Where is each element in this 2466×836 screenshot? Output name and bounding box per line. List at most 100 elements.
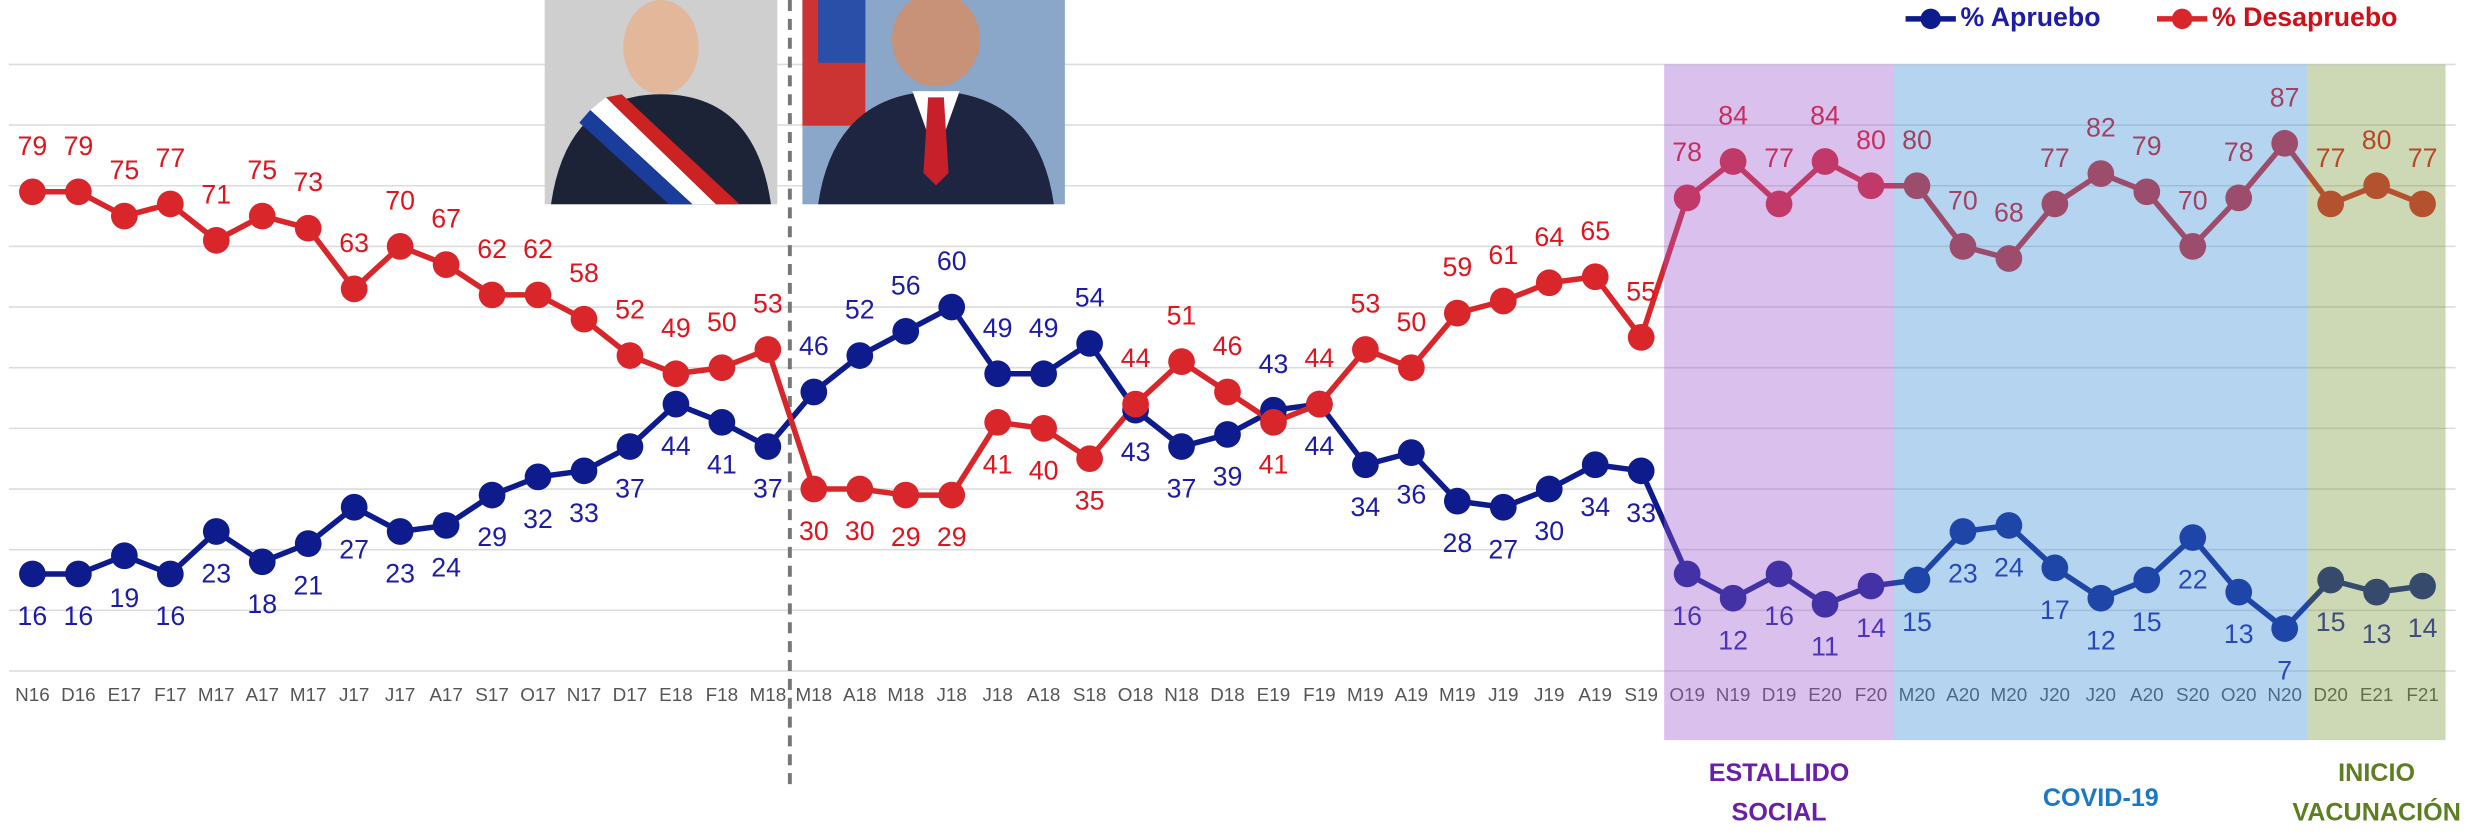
data-point	[478, 481, 506, 509]
data-point	[1306, 390, 1333, 418]
data-label: 70	[385, 185, 415, 215]
data-label: 71	[201, 179, 231, 209]
data-point	[1398, 354, 1425, 382]
data-label: 61	[1488, 240, 1518, 270]
x-tick-label: A18	[1027, 684, 1061, 705]
x-tick-label: D20	[2313, 684, 2348, 705]
data-point	[111, 542, 138, 570]
data-point	[1995, 512, 2023, 539]
data-point	[708, 354, 736, 382]
data-label: 33	[1626, 498, 1656, 528]
data-point	[892, 317, 920, 345]
data-point	[1168, 348, 1195, 376]
x-tick-label: A19	[1578, 684, 1612, 705]
x-tick-label: N17	[567, 684, 602, 705]
data-label: 60	[937, 246, 967, 276]
data-label: 15	[2316, 607, 2346, 637]
data-point	[202, 226, 230, 254]
x-tick-label: D16	[61, 684, 96, 705]
data-label: 62	[477, 234, 507, 264]
data-point	[570, 457, 598, 485]
x-tick-label: J17	[385, 684, 415, 705]
data-label: 12	[2086, 625, 2116, 655]
x-tick-label: E18	[659, 684, 693, 705]
data-label: 55	[1626, 276, 1656, 306]
data-point	[754, 336, 782, 363]
x-tick-label: F19	[1303, 684, 1335, 705]
data-point	[65, 560, 92, 588]
data-point	[524, 463, 552, 491]
data-label: 41	[707, 449, 737, 479]
data-point	[386, 518, 414, 545]
x-tick-label: A19	[1395, 684, 1429, 705]
data-point	[892, 481, 920, 509]
data-point	[202, 518, 230, 545]
data-label: 67	[431, 204, 461, 234]
data-label: 44	[1121, 343, 1151, 373]
data-label: 56	[891, 270, 921, 300]
data-point	[800, 378, 828, 406]
data-point	[662, 390, 690, 418]
x-tick-label: J17	[339, 684, 369, 705]
data-point	[708, 408, 736, 436]
x-tick-label: M18	[750, 684, 787, 705]
x-tick-label: F18	[706, 684, 738, 705]
data-label: 13	[2362, 619, 2392, 649]
data-point	[2041, 190, 2069, 218]
data-label: 50	[707, 307, 737, 337]
data-label: 12	[1718, 625, 1748, 655]
data-label: 79	[64, 131, 94, 161]
data-point	[2087, 584, 2115, 612]
data-label: 21	[293, 571, 323, 601]
data-point	[1673, 560, 1701, 588]
data-point	[111, 202, 138, 230]
data-label: 52	[845, 295, 875, 325]
period-region	[1893, 64, 2308, 741]
data-label: 84	[1810, 101, 1840, 131]
data-point	[846, 342, 874, 369]
data-label: 70	[2178, 185, 2208, 215]
x-tick-label: D18	[1210, 684, 1245, 705]
data-label: 80	[2362, 125, 2392, 155]
data-label: 29	[891, 522, 921, 552]
data-point	[248, 548, 276, 576]
data-point	[2409, 572, 2436, 600]
data-point	[2041, 554, 2069, 582]
data-label: 75	[247, 155, 277, 185]
photos	[544, 0, 1065, 205]
data-label: 64	[1534, 222, 1564, 252]
x-tick-label: M19	[1439, 684, 1476, 705]
data-label: 30	[799, 516, 829, 546]
data-label: 17	[2040, 595, 2070, 625]
data-label: 37	[753, 474, 783, 504]
data-point	[1581, 263, 1609, 291]
data-label: 65	[1580, 216, 1610, 246]
x-tick-label: E17	[108, 684, 142, 705]
data-point	[1030, 415, 1057, 442]
data-label: 27	[1488, 534, 1518, 564]
photo-sash	[606, 94, 740, 205]
data-point	[432, 512, 460, 539]
data-label: 75	[110, 155, 140, 185]
data-point	[1214, 421, 1241, 448]
x-tick-label: A18	[843, 684, 877, 705]
data-label: 44	[661, 431, 691, 461]
data-label: 30	[1534, 516, 1564, 546]
data-point	[1857, 172, 1885, 200]
period-label-box: INICIO VACUNACIÓN	[2292, 760, 2461, 827]
data-point	[2087, 160, 2115, 187]
data-label: 46	[799, 331, 829, 361]
x-tick-label: J18	[937, 684, 967, 705]
data-label: 30	[845, 516, 875, 546]
data-point	[1903, 566, 1931, 594]
period-label: INICIO VACUNACIÓN	[2292, 760, 2461, 827]
x-tick-label: F20	[1855, 684, 1887, 705]
data-point	[1168, 433, 1195, 460]
data-point	[1811, 148, 1839, 175]
data-label: 23	[385, 559, 415, 589]
data-point	[2409, 190, 2436, 218]
data-label: 53	[1351, 289, 1381, 319]
data-label: 43	[1259, 349, 1289, 379]
data-label: 23	[1948, 559, 1978, 589]
